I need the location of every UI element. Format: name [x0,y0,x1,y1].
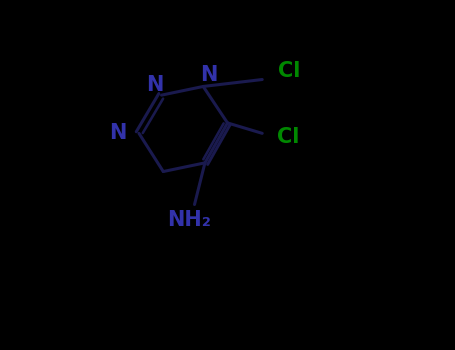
Text: Cl: Cl [278,61,300,81]
Text: N: N [110,123,127,144]
Text: NH₂: NH₂ [167,210,211,230]
Text: Cl: Cl [277,127,299,147]
Text: N: N [146,75,163,96]
Text: N: N [200,65,217,85]
